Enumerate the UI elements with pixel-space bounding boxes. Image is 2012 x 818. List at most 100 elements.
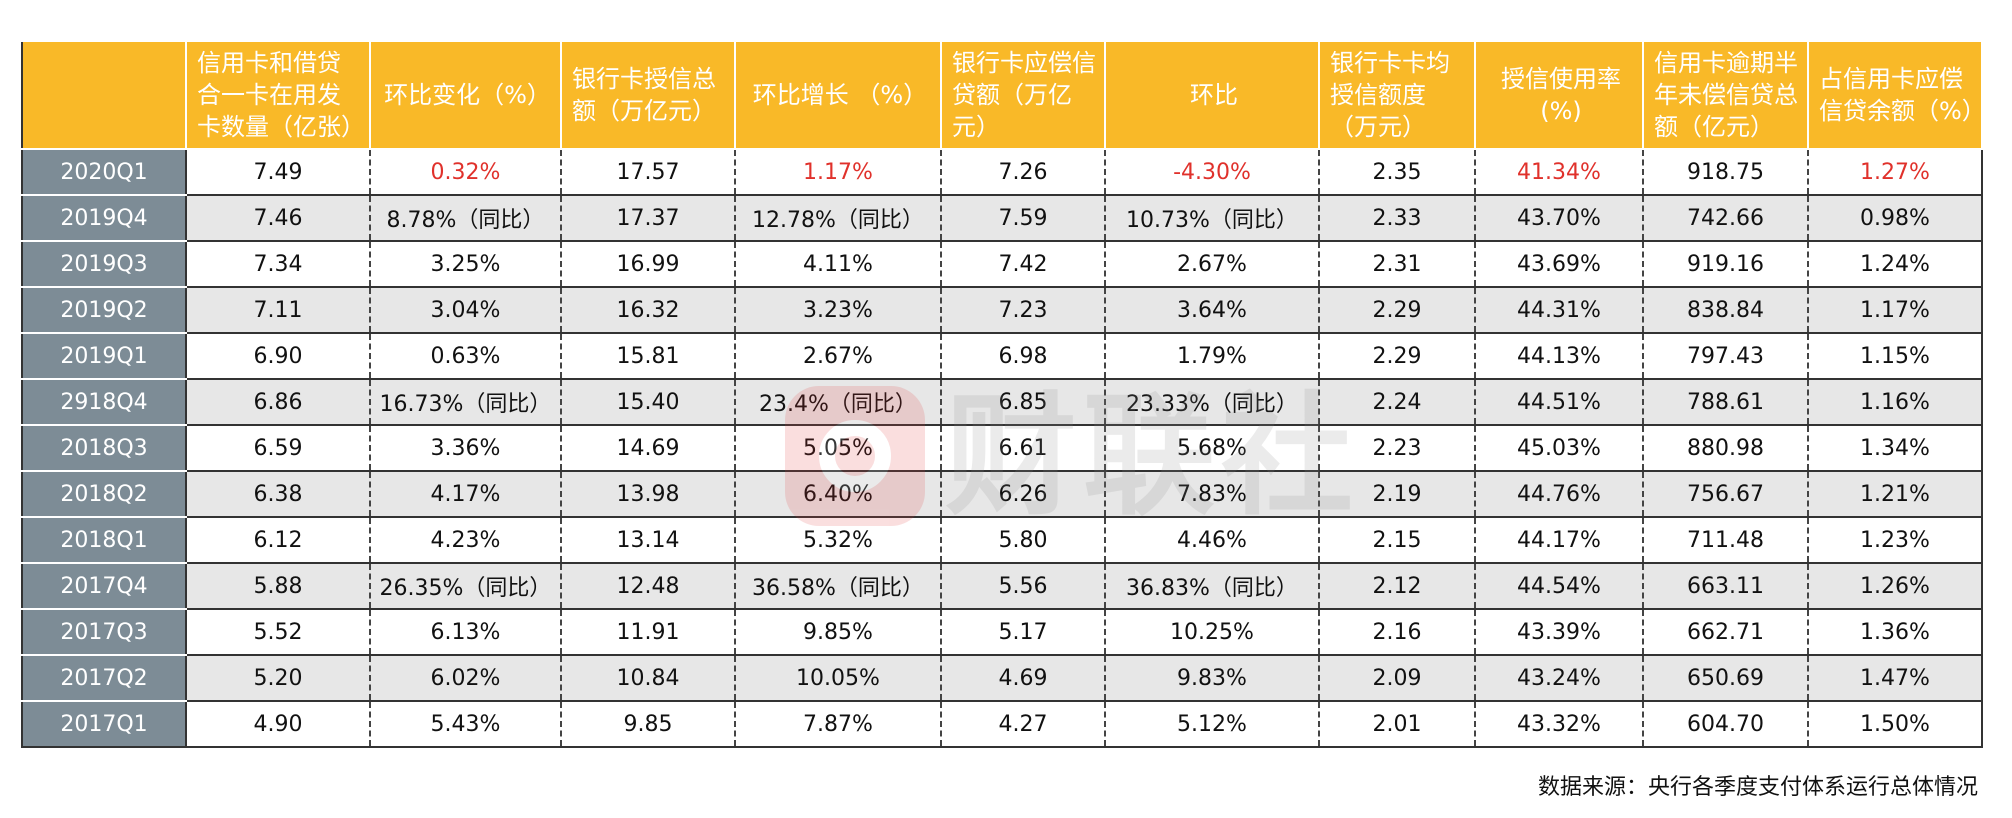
table-cell: 838.84 [1642,287,1809,334]
header-cell: 环比增长 （%） [734,40,942,150]
header-cell: 银行卡卡均授信额度（万元） [1318,40,1476,150]
table-cell: 6.90 [185,333,371,380]
table-cell: 5.32% [734,517,942,564]
table-cell: 1.50% [1807,701,1983,748]
table-cell: 44.17% [1474,517,1644,564]
table-cell: 2.01 [1318,701,1476,748]
table-row: 2020Q1 7.49 0.32% 17.57 1.17% 7.26 -4.30% 2.35 4… [21,148,1983,196]
table-cell: 4.23% [369,517,562,564]
table-cell: 5.80 [940,517,1106,564]
table-cell: 44.51% [1474,379,1644,426]
row-header-cell: 2019Q2 [21,287,187,334]
table-cell: 7.23 [940,287,1106,334]
row-header-cell: 2918Q4 [21,379,187,426]
table-cell: 7.34 [185,241,371,288]
row-header-cell: 2017Q3 [21,609,187,656]
table-cell: 23.4%（同比） [734,379,942,426]
row-header-cell: 2019Q4 [21,195,187,242]
table-cell: 2.31 [1318,241,1476,288]
table-cell: 36.58%（同比） [734,563,942,610]
table-cell: 918.75 [1642,148,1809,196]
table-cell: 1.16% [1807,379,1983,426]
data-table-container: 信用卡和借贷合一卡在用发卡数量（亿张） 环比变化（%） 银行卡授信总额（万亿元） 环比… [21,40,1986,748]
table-cell: 2.16 [1318,609,1476,656]
table-cell: 6.26 [940,471,1106,518]
table-cell: 7.83% [1104,471,1320,518]
row-header-cell: 2019Q1 [21,333,187,380]
header-cell: 授信使用率(%) [1474,40,1644,150]
table-row: 2017Q1 4.90 5.43% 9.85 7.87% 4.27 5.12% 2.01 43.… [21,701,1983,748]
table-cell: 13.14 [560,517,736,564]
table-cell: 15.81 [560,333,736,380]
table-row: 2017Q4 5.88 26.35%（同比） 12.48 36.58%（同比） 5.56 3… [21,563,1983,610]
table-cell: 3.04% [369,287,562,334]
table-cell: 10.05% [734,655,942,702]
table-row: 2918Q4 6.86 16.73%（同比） 15.40 23.4%（同比） 6.85 23… [21,379,1983,426]
table-cell: 4.69 [940,655,1106,702]
table-cell: 6.12 [185,517,371,564]
table-cell: 0.63% [369,333,562,380]
table-cell: 5.43% [369,701,562,748]
table-cell: 7.49 [185,148,371,196]
table-cell: 44.31% [1474,287,1644,334]
table-cell: 16.73%（同比） [369,379,562,426]
table-row: 2019Q2 7.11 3.04% 16.32 3.23% 7.23 3.64% 2.29 44… [21,287,1983,334]
table-cell: 7.26 [940,148,1106,196]
row-header-cell: 2018Q3 [21,425,187,472]
table-cell: 6.59 [185,425,371,472]
table-cell: 10.25% [1104,609,1320,656]
table-cell: 1.21% [1807,471,1983,518]
table-cell: 7.87% [734,701,942,748]
table-row: 2018Q2 6.38 4.17% 13.98 6.40% 6.26 7.83% 2.19 44… [21,471,1983,518]
table-cell: 4.11% [734,241,942,288]
table-row: 2017Q3 5.52 6.13% 11.91 9.85% 5.17 10.25% 2.16 4… [21,609,1983,656]
table-cell: 1.24% [1807,241,1983,288]
table-cell: 6.40% [734,471,942,518]
table-cell: 919.16 [1642,241,1809,288]
table-cell: 2.67% [1104,241,1320,288]
row-header-cell: 2018Q2 [21,471,187,518]
table-cell: 3.23% [734,287,942,334]
table-body: 2020Q1 7.49 0.32% 17.57 1.17% 7.26 -4.30% 2.35 4… [21,148,1983,748]
table-cell: 41.34% [1474,148,1644,196]
table-cell: 10.73%（同比） [1104,195,1320,242]
table-cell: 2.33 [1318,195,1476,242]
table-cell: 5.17 [940,609,1106,656]
table-cell: 756.67 [1642,471,1809,518]
table-cell: 17.37 [560,195,736,242]
header-cell: 占信用卡应偿信贷余额（%） [1807,40,1986,150]
table-cell: 45.03% [1474,425,1644,472]
table-cell: 6.13% [369,609,562,656]
table-cell: 5.12% [1104,701,1320,748]
row-header-cell: 2017Q2 [21,655,187,702]
table-cell: 2.29 [1318,333,1476,380]
table-cell: 36.83%（同比） [1104,563,1320,610]
table-cell: 7.46 [185,195,371,242]
table-cell: 44.13% [1474,333,1644,380]
table-cell: 13.98 [560,471,736,518]
table-cell: 663.11 [1642,563,1809,610]
table-cell: 12.48 [560,563,736,610]
table-cell: 742.66 [1642,195,1809,242]
table-cell: 797.43 [1642,333,1809,380]
table-cell: 10.84 [560,655,736,702]
table-cell: 43.70% [1474,195,1644,242]
table-cell: 5.56 [940,563,1106,610]
table-cell: 4.46% [1104,517,1320,564]
table-cell: 1.17% [734,148,942,196]
table-cell: 44.76% [1474,471,1644,518]
table-cell: 6.38 [185,471,371,518]
table-cell: 7.42 [940,241,1106,288]
table-cell: 1.34% [1807,425,1983,472]
table-cell: 16.99 [560,241,736,288]
table-cell: 15.40 [560,379,736,426]
data-table: 信用卡和借贷合一卡在用发卡数量（亿张） 环比变化（%） 银行卡授信总额（万亿元） 环比… [21,40,1986,748]
header-cell: 银行卡授信总额（万亿元） [560,40,736,150]
row-header-cell: 2017Q4 [21,563,187,610]
table-cell: 880.98 [1642,425,1809,472]
table-cell: 711.48 [1642,517,1809,564]
table-cell: 9.85 [560,701,736,748]
table-cell: 17.57 [560,148,736,196]
table-cell: 43.32% [1474,701,1644,748]
table-cell: 5.05% [734,425,942,472]
